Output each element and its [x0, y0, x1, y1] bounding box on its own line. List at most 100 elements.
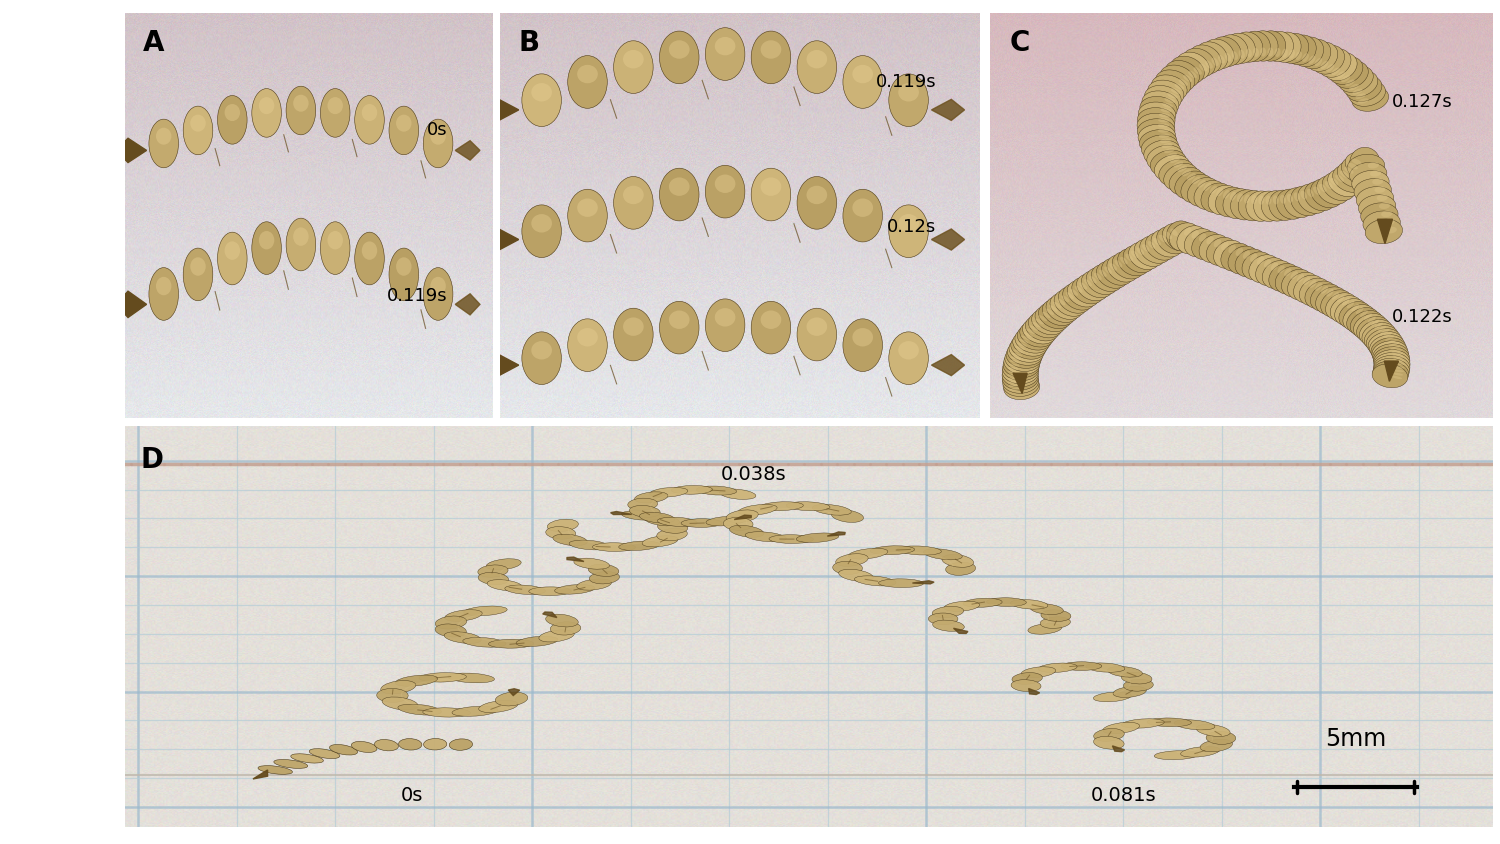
Ellipse shape: [1010, 360, 1020, 363]
Ellipse shape: [1374, 187, 1386, 193]
Ellipse shape: [1269, 263, 1299, 291]
Ellipse shape: [1190, 45, 1221, 73]
Ellipse shape: [1094, 728, 1125, 741]
Ellipse shape: [1350, 162, 1388, 187]
Ellipse shape: [1368, 316, 1376, 323]
Ellipse shape: [1158, 128, 1170, 133]
Ellipse shape: [1184, 228, 1191, 235]
Ellipse shape: [388, 106, 418, 154]
Ellipse shape: [1185, 229, 1215, 257]
Ellipse shape: [933, 620, 964, 631]
Ellipse shape: [1298, 184, 1329, 214]
Polygon shape: [116, 138, 147, 163]
Ellipse shape: [1305, 281, 1336, 309]
Ellipse shape: [1252, 48, 1258, 57]
Ellipse shape: [1394, 360, 1404, 362]
Ellipse shape: [622, 50, 644, 68]
Ellipse shape: [1293, 192, 1300, 201]
Ellipse shape: [1374, 355, 1410, 379]
Ellipse shape: [807, 186, 826, 204]
Ellipse shape: [292, 227, 309, 246]
Ellipse shape: [1102, 722, 1140, 733]
Ellipse shape: [1008, 377, 1019, 380]
Ellipse shape: [1314, 58, 1322, 67]
Ellipse shape: [807, 50, 826, 68]
Ellipse shape: [1054, 289, 1086, 316]
Ellipse shape: [1304, 181, 1336, 211]
Ellipse shape: [843, 189, 882, 242]
Ellipse shape: [1324, 181, 1332, 189]
Ellipse shape: [669, 311, 690, 329]
Ellipse shape: [531, 214, 552, 233]
Ellipse shape: [1002, 367, 1038, 390]
Ellipse shape: [1160, 65, 1196, 92]
Ellipse shape: [898, 214, 920, 233]
Ellipse shape: [1378, 203, 1390, 209]
Ellipse shape: [1170, 157, 1180, 163]
Ellipse shape: [1332, 68, 1340, 75]
Ellipse shape: [1029, 312, 1062, 338]
Ellipse shape: [1162, 103, 1173, 108]
Ellipse shape: [1290, 186, 1322, 216]
Ellipse shape: [1352, 159, 1362, 165]
Ellipse shape: [1370, 170, 1382, 176]
Ellipse shape: [1046, 309, 1054, 315]
Ellipse shape: [1005, 348, 1041, 371]
Ellipse shape: [1316, 283, 1323, 291]
Polygon shape: [254, 770, 267, 779]
Ellipse shape: [1174, 171, 1208, 199]
Ellipse shape: [1110, 263, 1118, 271]
Ellipse shape: [1066, 280, 1100, 307]
Ellipse shape: [1154, 238, 1161, 246]
Ellipse shape: [1167, 153, 1178, 158]
Ellipse shape: [642, 536, 678, 547]
Ellipse shape: [1013, 673, 1042, 684]
Ellipse shape: [1354, 179, 1392, 203]
Ellipse shape: [1324, 52, 1358, 81]
Polygon shape: [454, 294, 480, 315]
Ellipse shape: [430, 277, 445, 295]
Ellipse shape: [1059, 287, 1090, 313]
Ellipse shape: [1004, 351, 1040, 375]
Text: 0.12s: 0.12s: [886, 219, 936, 236]
Ellipse shape: [1270, 262, 1278, 271]
Ellipse shape: [1356, 307, 1364, 314]
Ellipse shape: [548, 519, 579, 532]
Ellipse shape: [1347, 307, 1380, 334]
Ellipse shape: [506, 585, 546, 594]
Ellipse shape: [1336, 295, 1344, 302]
Ellipse shape: [1017, 325, 1052, 350]
Ellipse shape: [183, 106, 213, 154]
Ellipse shape: [716, 37, 735, 56]
Ellipse shape: [1168, 167, 1203, 195]
Ellipse shape: [1198, 63, 1208, 72]
Polygon shape: [734, 515, 752, 520]
Ellipse shape: [660, 301, 699, 354]
Ellipse shape: [1372, 178, 1383, 185]
Ellipse shape: [1332, 165, 1366, 192]
Ellipse shape: [531, 341, 552, 360]
Ellipse shape: [1300, 191, 1306, 199]
Ellipse shape: [1342, 70, 1378, 97]
Ellipse shape: [568, 540, 609, 550]
Ellipse shape: [1364, 326, 1398, 351]
Ellipse shape: [1092, 264, 1124, 291]
Ellipse shape: [522, 205, 561, 257]
Ellipse shape: [1310, 280, 1317, 288]
Text: C: C: [1010, 29, 1031, 57]
Ellipse shape: [843, 319, 882, 371]
Ellipse shape: [1290, 271, 1298, 279]
Ellipse shape: [1084, 279, 1092, 286]
Ellipse shape: [156, 127, 171, 144]
Ellipse shape: [1296, 51, 1302, 60]
Ellipse shape: [657, 528, 687, 541]
Ellipse shape: [1353, 313, 1386, 340]
Ellipse shape: [1200, 739, 1233, 752]
Ellipse shape: [746, 532, 786, 542]
Ellipse shape: [1322, 286, 1328, 294]
Ellipse shape: [1144, 140, 1180, 165]
Ellipse shape: [1210, 186, 1216, 194]
Text: 0.119s: 0.119s: [387, 287, 448, 306]
Ellipse shape: [1179, 79, 1188, 86]
Ellipse shape: [225, 241, 240, 260]
